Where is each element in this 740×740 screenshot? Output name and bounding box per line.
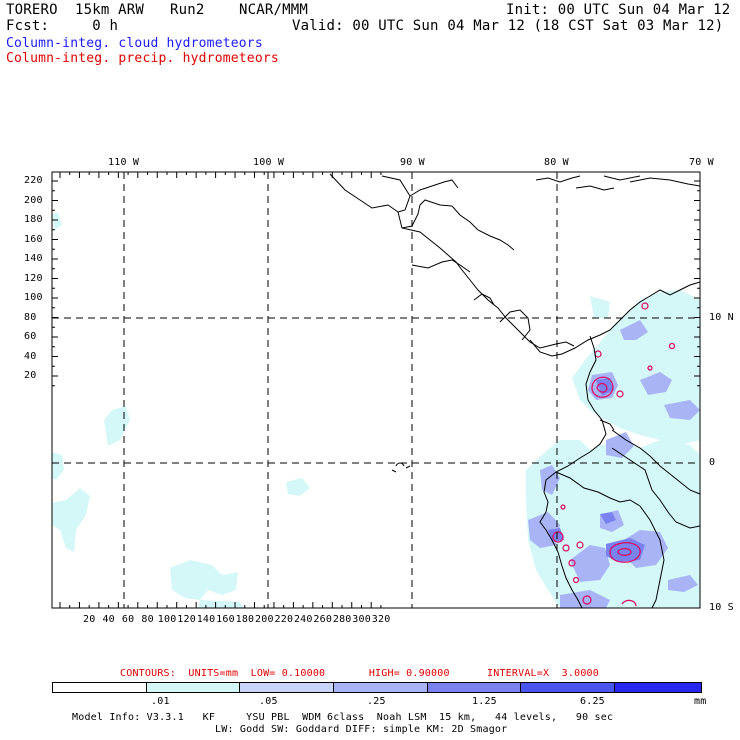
colorbar-swatch: [145, 683, 240, 692]
precip-contours: [552, 302, 676, 607]
x-tick-label: 240: [293, 614, 313, 625]
lat-label-10s: 10 S: [709, 602, 734, 613]
x-tick-label: 180: [235, 614, 255, 625]
colorbar-swatch: [614, 683, 701, 692]
y-tick-label: 120: [24, 272, 43, 284]
model-title: TORERO 15km ARW Run2 NCAR/MMM: [6, 2, 309, 18]
colorbar-swatch: [53, 683, 146, 692]
model-info-line1: Model Info: V3.3.1 KF YSU PBL WDM 6class…: [72, 712, 614, 723]
y-tick-label: 180: [24, 214, 43, 225]
map-frame: [51, 171, 701, 609]
lon-label-80w: 80 W: [544, 157, 569, 168]
x-tick-label: 120: [177, 614, 196, 625]
x-tick-label: 320: [371, 614, 391, 625]
x-tick-label: 40: [102, 614, 115, 625]
tick-marks: [52, 172, 700, 608]
x-tick-label: 160: [216, 614, 235, 625]
lon-label-110w: 110 W: [108, 157, 140, 168]
y-tick-label: 40: [24, 350, 37, 362]
x-tick-label: 20: [83, 614, 96, 625]
lon-label-100w: 100 W: [253, 157, 285, 168]
init-time: Init: 00 UTC Sun 04 Mar 12: [506, 2, 731, 18]
field-precip-label: Column-integ. precip. hydrometeors: [6, 51, 279, 66]
x-tick-label: 300: [352, 614, 371, 625]
forecast-hour: Fcst: 0 h: [6, 18, 119, 34]
x-tick-label: 220: [274, 614, 294, 625]
valid-time: Valid: 00 UTC Sun 04 Mar 12 (18 CST Sat …: [292, 18, 724, 34]
x-tick-label: 200: [255, 614, 274, 625]
lat-lon-grid: [52, 172, 700, 608]
y-tick-label: 200: [24, 194, 43, 206]
x-tick-label: 280: [332, 614, 352, 625]
model-info-line2: LW: Godd SW: Goddard DIFF: simple KM: 2D…: [215, 724, 508, 735]
colorbar-swatch: [520, 683, 615, 692]
colorbar-unit: mm: [694, 696, 707, 707]
contours-info: CONTOURS: UNITS=mm LOW= 0.10000 HIGH= 0.…: [120, 668, 599, 679]
x-tick-label: 260: [313, 614, 333, 625]
colorbar-label: 6.25: [580, 696, 605, 707]
x-tick-label: 140: [196, 614, 216, 625]
colorbar-swatch: [426, 683, 521, 692]
lat-label-10n: 10 N: [709, 312, 734, 323]
colorbar-swatch: [333, 683, 427, 692]
x-tick-label: 80: [141, 614, 154, 625]
y-tick-label: 160: [24, 233, 43, 245]
y-tick-label: 220: [24, 175, 43, 186]
colorbar-label: .05: [259, 696, 278, 707]
colorbar-label: .25: [367, 696, 386, 707]
y-tick-label: 80: [24, 311, 37, 323]
lon-label-90w: 90 W: [400, 157, 425, 168]
lat-label-0: 0: [709, 457, 716, 468]
lon-label-70w: 70 W: [689, 157, 714, 168]
colorbar-label: 1.25: [472, 696, 497, 707]
colorbar-label: .01: [151, 696, 170, 707]
colorbar: [52, 682, 702, 693]
y-tick-label: 60: [24, 331, 37, 342]
x-tick-label: 100: [157, 614, 177, 625]
y-tick-label: 100: [24, 292, 43, 303]
y-tick-label: 140: [24, 253, 43, 264]
field-cloud-label: Column-integ. cloud hydrometeors: [6, 36, 263, 51]
colorbar-swatch: [239, 683, 334, 692]
y-tick-label: 20: [24, 370, 37, 381]
x-tick-label: 60: [121, 614, 135, 625]
